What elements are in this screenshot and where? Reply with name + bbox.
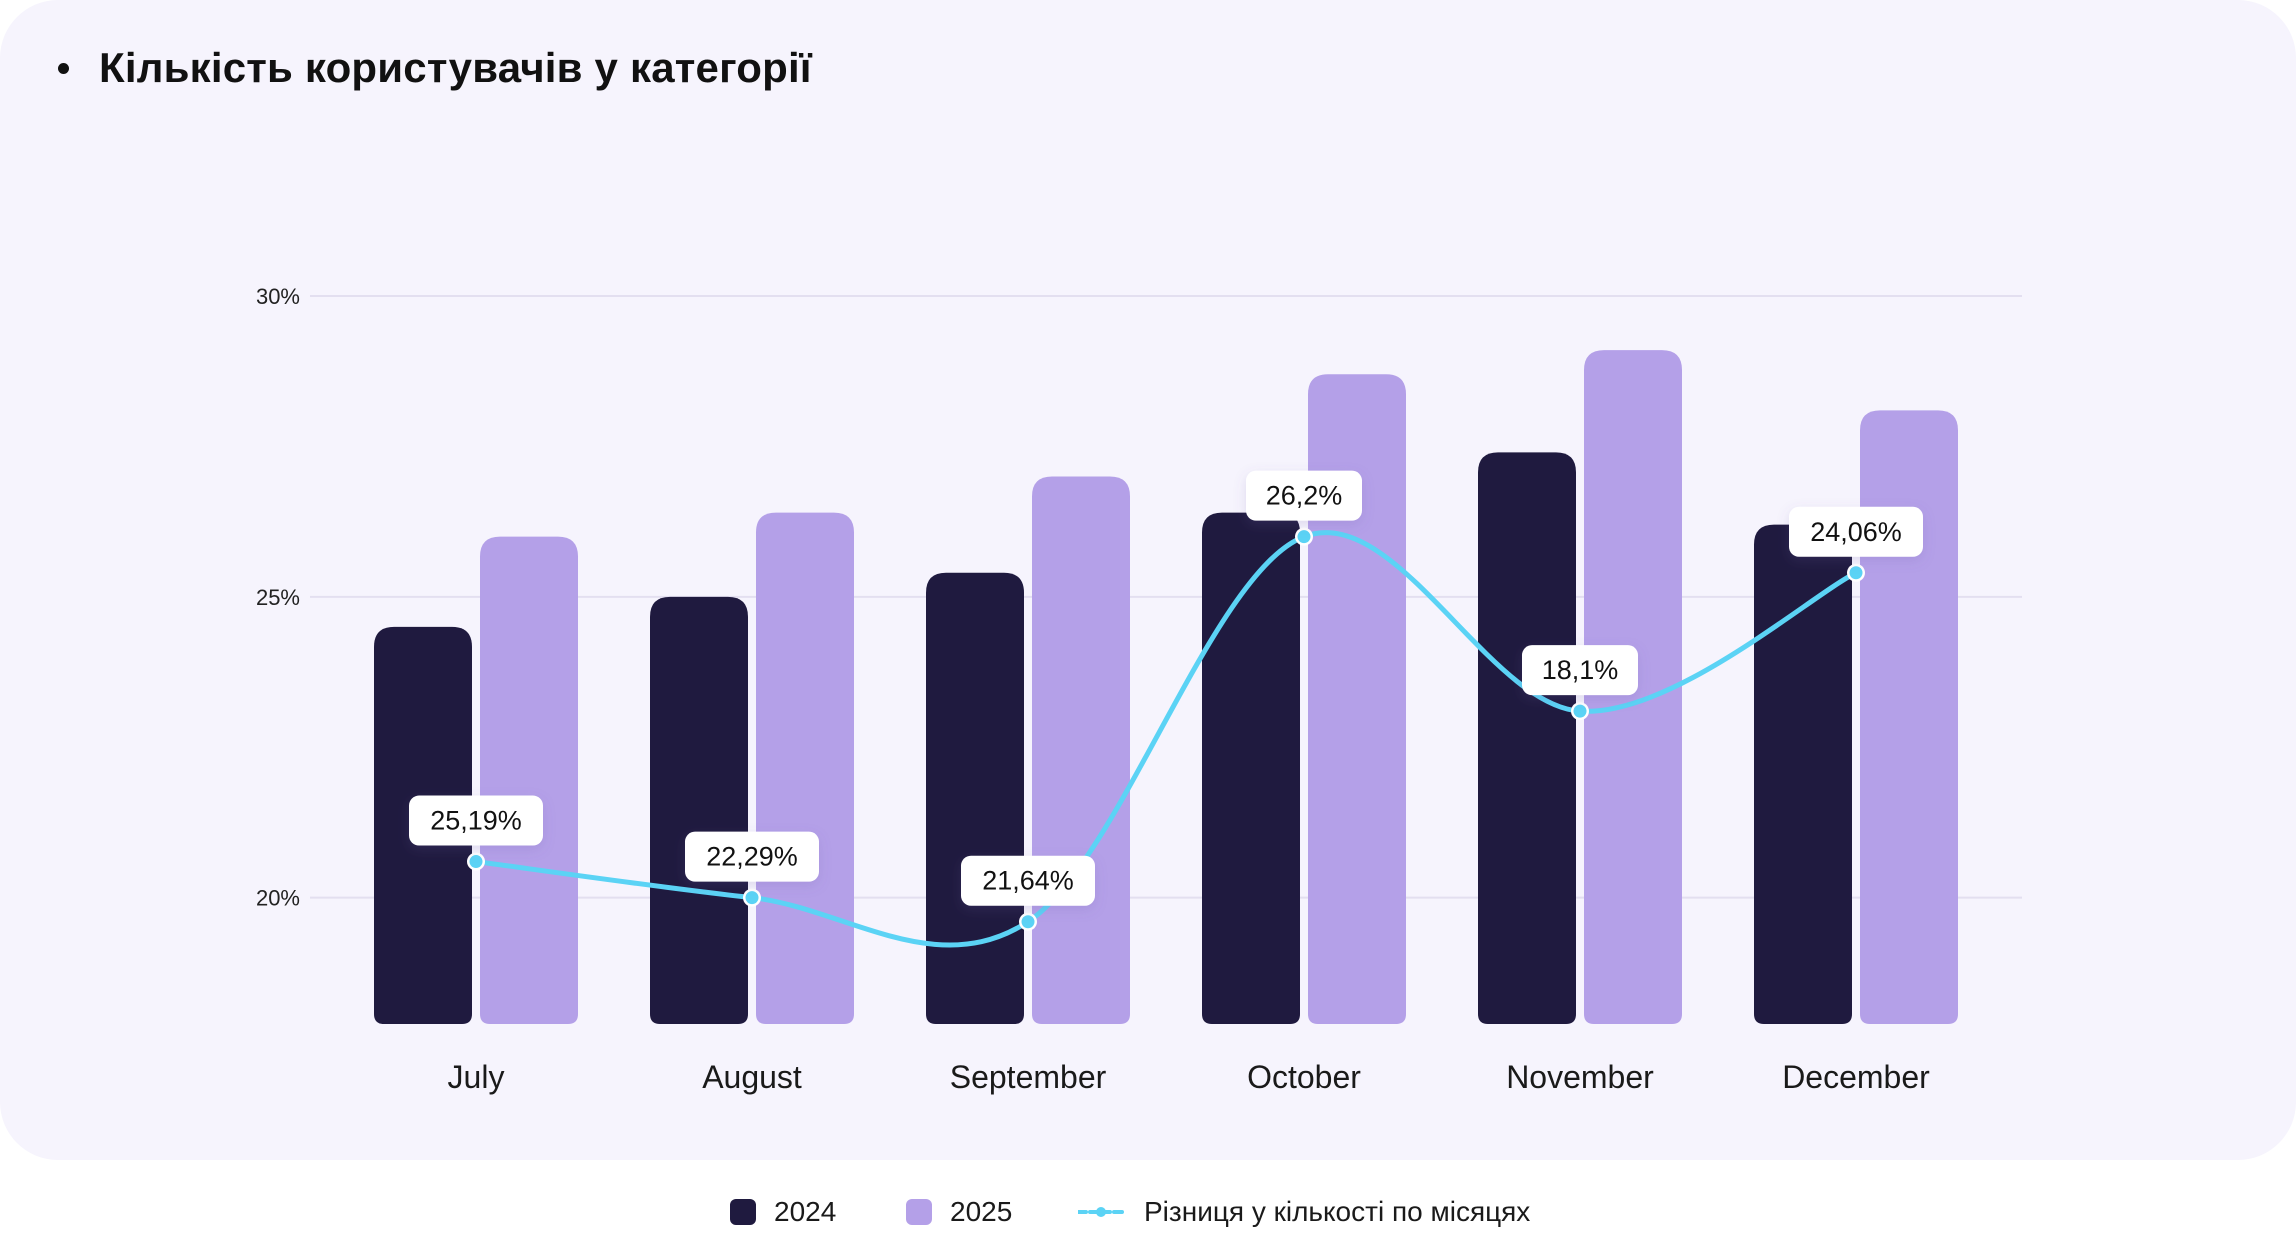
chart-title: Кількість користувачів у категорії — [99, 44, 812, 91]
x-tick-label-october: October — [1247, 1059, 1361, 1095]
bar-2025-september — [1032, 476, 1130, 1025]
data-label-box — [1789, 506, 1923, 557]
legend-label-difference: Різниця у кількості по місяцях — [1144, 1196, 1531, 1227]
difference-point — [1849, 566, 1863, 580]
bar-2024-september — [926, 572, 1024, 1024]
data-label-box — [685, 831, 819, 882]
x-tick-label-august: August — [702, 1059, 802, 1095]
difference-point — [745, 891, 759, 905]
legend-swatch-2024 — [730, 1199, 756, 1225]
data-label: 22,29% — [706, 842, 798, 872]
bar-2025-august — [756, 512, 854, 1024]
x-tick-label-december: December — [1782, 1059, 1930, 1095]
data-label: 21,64% — [982, 866, 1074, 896]
x-tick-label-november: November — [1506, 1059, 1654, 1095]
chart-plot: 20% 25% 30% July August September October Novem… — [256, 284, 2022, 1095]
legend-swatch-2025 — [906, 1199, 932, 1225]
difference-point — [1573, 704, 1587, 718]
data-label-box — [409, 795, 543, 846]
legend-label-2025: 2025 — [950, 1196, 1013, 1227]
data-label: 25,19% — [430, 806, 522, 836]
bar-2024-august — [650, 596, 748, 1024]
difference-point — [1297, 530, 1311, 544]
bar-2025-october — [1308, 374, 1406, 1025]
data-label-box — [961, 855, 1095, 906]
difference-point — [469, 855, 483, 869]
bar-2025-december — [1860, 410, 1958, 1024]
y-tick-label: 20% — [256, 886, 300, 911]
difference-point — [1021, 915, 1035, 929]
data-label: 18,1% — [1542, 655, 1619, 685]
bar-2025-july — [480, 536, 578, 1024]
y-tick-label: 30% — [256, 284, 300, 309]
bullet-icon — [58, 62, 69, 74]
chart-header: Кількість користувачів у категорії — [58, 44, 812, 92]
legend-item-2025[interactable]: 2025 — [906, 1196, 1012, 1228]
bar-2024-december — [1754, 524, 1852, 1024]
data-label: 24,06% — [1810, 517, 1902, 547]
legend-label-2024: 2024 — [774, 1196, 837, 1227]
x-tick-label-july: July — [448, 1059, 505, 1095]
x-tick-label-september: September — [950, 1059, 1107, 1095]
legend-item-2024[interactable]: 2024 — [730, 1196, 836, 1228]
data-label-box — [1522, 645, 1638, 696]
chart-legend: 2024 2025 Різниця у кількості по місяцях — [0, 1196, 2296, 1246]
bar-2024-november — [1478, 452, 1576, 1024]
legend-line-icon — [1078, 1207, 1124, 1217]
data-label-box — [1246, 470, 1362, 521]
bar-2024-october — [1202, 512, 1300, 1024]
legend-item-difference[interactable]: Різниця у кількості по місяцях — [1078, 1196, 1530, 1228]
data-label: 26,2% — [1266, 481, 1343, 511]
y-tick-label: 25% — [256, 585, 300, 610]
